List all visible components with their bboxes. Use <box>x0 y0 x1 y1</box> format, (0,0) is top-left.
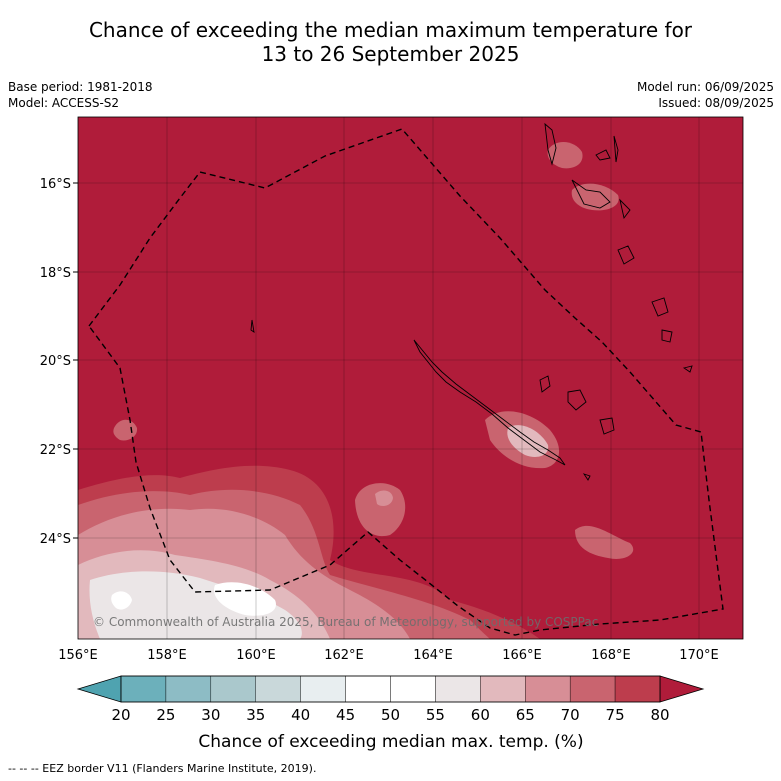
colorbar-tick-label: 50 <box>381 706 400 724</box>
lon-tick-label: 162°E <box>324 648 364 663</box>
graticule <box>78 117 743 639</box>
colorbar-tick-label: 60 <box>471 706 490 724</box>
lat-tick-label: 20°S <box>40 354 71 369</box>
shading-patch-vanuatu-north <box>547 141 583 169</box>
colorbar-tick-label: 20 <box>111 706 130 724</box>
lat-tick-label: 18°S <box>40 266 71 281</box>
meta-left: Base period: 1981-2018 Model: ACCESS-S2 <box>8 79 153 111</box>
lat-tick-label: 16°S <box>40 177 71 192</box>
lon-tick-label: 166°E <box>502 648 542 663</box>
lon-tick-label: 156°E <box>58 648 98 663</box>
lon-tick-label: 170°E <box>679 648 719 663</box>
colorbar-tick-label: 55 <box>426 706 445 724</box>
eez-border <box>88 128 724 636</box>
shading-band-50-55 <box>89 571 302 639</box>
meta-right: Model run: 06/09/2025 Issued: 08/09/2025 <box>637 79 774 111</box>
title-line-1: Chance of exceeding the median maximum t… <box>88 18 693 42</box>
colorbar-extend-low <box>76 675 122 703</box>
small-islet-west <box>250 319 255 333</box>
longitude-axis: 156°E 158°E 160°E 162°E 164°E 166°E 168°… <box>58 648 719 663</box>
colorbar-tick-label: 35 <box>246 706 265 724</box>
colorbar-cell <box>300 675 346 703</box>
colorbar-cell <box>390 675 436 703</box>
coastlines <box>250 122 693 481</box>
colorbar: 20 25 30 35 40 45 50 55 60 65 70 75 80 Chance of exc… <box>76 675 705 752</box>
colorbar-tick-label: 70 <box>561 706 580 724</box>
colorbar-cell <box>165 675 212 703</box>
vanuatu-south-coast <box>617 245 693 373</box>
map-title: Chance of exceeding the median maximum t… <box>0 18 781 66</box>
colorbar-extend-high <box>659 675 705 703</box>
copyright-notice: © Commonwealth of Australia 2025, Bureau… <box>93 615 598 629</box>
colorbar-cell <box>569 675 616 703</box>
vanuatu-north-coast <box>544 122 619 166</box>
eez-legend: -- -- -- EEZ border V11 (Flanders Marine… <box>8 762 317 775</box>
lon-tick-label: 158°E <box>147 648 187 663</box>
colorbar-tick-label: 45 <box>336 706 355 724</box>
title-line-2: 13 to 26 September 2025 <box>261 42 520 66</box>
latitude-axis: 16°S 18°S 20°S 22°S 24°S <box>40 177 78 547</box>
map-panel: © Commonwealth of Australia 2025, Bureau… <box>77 116 744 640</box>
colorbar-cell <box>210 675 256 703</box>
colorbar-cell <box>614 675 661 703</box>
base-period: Base period: 1981-2018 <box>8 80 153 94</box>
colorbar-frame <box>120 675 661 703</box>
colorbar-cell <box>525 675 571 703</box>
shading-patch-new-caledonia-inner <box>507 425 549 457</box>
map-frame <box>77 116 744 640</box>
colorbar-cell <box>480 675 526 703</box>
lat-tick-label: 24°S <box>40 532 71 547</box>
lon-tick-label: 160°E <box>236 648 276 663</box>
colorbar-tick-label: 25 <box>156 706 175 724</box>
colorbar-tick-label: 75 <box>606 706 625 724</box>
colorbar-tick-label: 40 <box>291 706 310 724</box>
shading-patch-mid-inner <box>375 490 393 506</box>
colorbar-cell <box>435 675 481 703</box>
shading-patch-small-west <box>113 419 138 441</box>
lon-tick-label: 164°E <box>413 648 453 663</box>
shading-patch-west <box>111 591 132 610</box>
colorbar-cell <box>255 675 301 703</box>
colorbar-ticks: 20 25 30 35 40 45 50 55 60 65 70 75 80 <box>111 706 669 724</box>
model-name: Model: ACCESS-S2 <box>8 96 120 110</box>
model-run: Model run: 06/09/2025 <box>636 80 774 94</box>
lat-tick-label: 22°S <box>40 443 71 458</box>
small-islet-south <box>582 473 591 481</box>
colorbar-cell <box>345 675 391 703</box>
loyalty-islands-coast <box>539 375 615 435</box>
shading-patch-southeast <box>575 525 634 559</box>
colorbar-label: Chance of exceeding median max. temp. (%… <box>198 732 583 752</box>
vanuatu-mid-coast <box>571 179 631 220</box>
issued-date: Issued: 08/09/2025 <box>658 96 774 110</box>
colorbar-cell <box>120 675 167 703</box>
colorbar-tick-label: 30 <box>201 706 220 724</box>
colorbar-cells <box>120 675 661 703</box>
colorbar-tick-label: 80 <box>650 706 669 724</box>
lon-tick-label: 168°E <box>591 648 631 663</box>
colorbar-tick-label: 65 <box>516 706 535 724</box>
new-caledonia-coast <box>413 339 566 466</box>
